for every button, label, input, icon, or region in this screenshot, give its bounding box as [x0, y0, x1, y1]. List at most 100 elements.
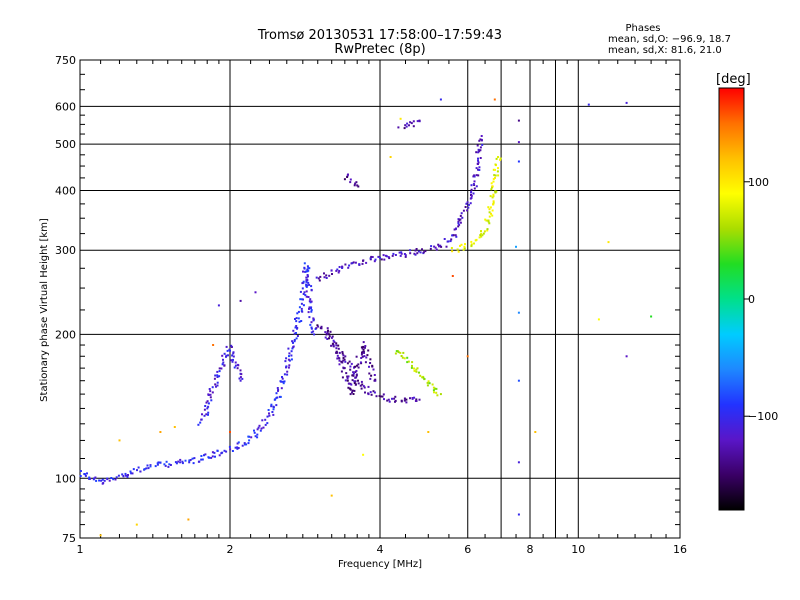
data-point	[330, 344, 333, 347]
data-point	[373, 379, 376, 382]
data-point	[296, 335, 299, 337]
data-point	[310, 300, 313, 303]
data-point	[117, 474, 120, 477]
data-point	[387, 256, 390, 259]
data-point	[405, 125, 408, 128]
data-point	[478, 139, 481, 142]
data-point	[327, 329, 329, 332]
data-point	[477, 157, 479, 160]
data-point	[403, 127, 406, 130]
data-point	[302, 304, 305, 307]
data-point	[359, 361, 362, 364]
data-point	[302, 270, 304, 273]
data-point	[466, 209, 469, 212]
data-point	[276, 387, 279, 389]
data-point	[293, 338, 296, 341]
data-point	[413, 367, 415, 370]
data-point	[237, 441, 240, 444]
data-point	[121, 473, 124, 476]
data-point	[337, 344, 340, 347]
data-point	[347, 386, 350, 389]
data-point	[239, 376, 242, 379]
data-point	[332, 345, 335, 348]
data-point	[461, 216, 464, 219]
data-point	[492, 195, 495, 198]
data-point	[333, 341, 336, 343]
data-point	[214, 383, 217, 386]
data-point	[308, 306, 311, 309]
data-point	[257, 426, 260, 429]
data-point	[290, 354, 293, 357]
data-point	[310, 309, 313, 312]
data-point	[400, 400, 403, 403]
data-point	[497, 174, 500, 177]
data-point	[293, 332, 296, 335]
data-point	[216, 381, 219, 384]
data-point	[413, 369, 416, 372]
data-point	[483, 230, 486, 233]
data-point	[226, 349, 229, 352]
data-point	[199, 421, 202, 424]
data-point	[326, 338, 329, 340]
data-point	[100, 479, 103, 482]
data-point	[416, 120, 419, 123]
data-point	[378, 395, 381, 397]
data-point	[495, 157, 498, 160]
data-point	[497, 156, 499, 158]
data-point	[517, 141, 520, 144]
data-point	[260, 427, 263, 430]
data-point	[307, 296, 310, 298]
data-point	[361, 383, 364, 386]
data-point	[394, 400, 396, 403]
data-point	[397, 126, 400, 129]
data-point	[272, 408, 275, 411]
data-point	[258, 424, 261, 427]
data-point	[470, 184, 473, 187]
data-point	[464, 206, 467, 208]
data-point	[478, 166, 481, 169]
data-point	[317, 277, 320, 280]
data-point	[353, 372, 355, 375]
data-point	[328, 337, 330, 340]
data-point	[348, 382, 350, 385]
data-point	[370, 393, 373, 396]
data-point	[214, 455, 216, 458]
data-point	[281, 376, 283, 378]
data-point	[248, 439, 251, 442]
data-point	[356, 184, 359, 187]
data-point	[352, 374, 355, 377]
data-point	[310, 285, 313, 288]
data-point	[357, 363, 360, 366]
data-point	[281, 380, 284, 383]
data-point	[418, 119, 421, 122]
data-point	[488, 211, 491, 214]
data-point	[225, 450, 228, 453]
data-point	[452, 234, 455, 237]
data-point	[409, 252, 412, 255]
data-point	[492, 203, 495, 206]
data-point	[230, 359, 233, 362]
data-point	[473, 180, 476, 183]
data-point	[412, 120, 415, 123]
data-point	[399, 117, 402, 120]
data-point	[402, 351, 405, 354]
data-point	[225, 345, 228, 348]
data-point	[307, 266, 310, 269]
data-point	[335, 347, 338, 350]
data-point	[417, 250, 420, 253]
data-point	[232, 352, 235, 355]
data-point	[416, 367, 419, 370]
data-point	[189, 459, 192, 461]
data-point	[174, 461, 177, 464]
data-point	[239, 369, 242, 372]
data-point	[236, 442, 239, 445]
data-point	[286, 370, 289, 373]
data-point	[354, 380, 357, 383]
data-point	[203, 414, 206, 417]
data-point	[410, 366, 413, 369]
data-point	[132, 468, 135, 471]
data-point	[207, 411, 210, 414]
colorbar-gradient	[719, 88, 744, 510]
data-point	[472, 175, 475, 178]
data-point	[292, 329, 295, 332]
